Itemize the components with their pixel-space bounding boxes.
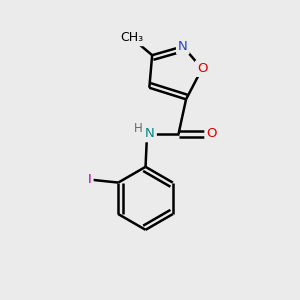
Text: N: N xyxy=(145,127,155,140)
Text: N: N xyxy=(178,40,188,53)
Text: H: H xyxy=(134,122,143,135)
Text: O: O xyxy=(206,127,217,140)
Text: CH₃: CH₃ xyxy=(120,31,143,44)
Text: O: O xyxy=(197,62,207,75)
Text: I: I xyxy=(88,173,92,186)
